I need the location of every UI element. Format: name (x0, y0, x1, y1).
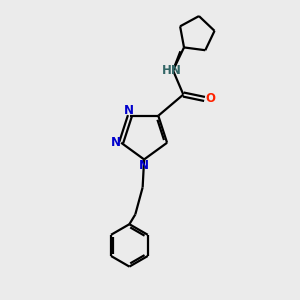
Text: N: N (139, 159, 149, 172)
Text: N: N (123, 104, 134, 117)
Text: N: N (111, 136, 121, 149)
Text: O: O (206, 92, 215, 106)
Text: HN: HN (162, 64, 182, 77)
